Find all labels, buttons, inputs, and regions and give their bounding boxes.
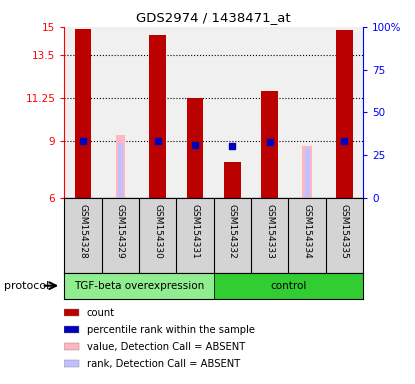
Text: GSM154333: GSM154333 xyxy=(265,204,274,259)
Bar xyxy=(116,135,125,198)
Bar xyxy=(305,148,310,198)
Bar xyxy=(64,360,79,367)
Text: TGF-beta overexpression: TGF-beta overexpression xyxy=(74,281,204,291)
Bar xyxy=(118,143,123,198)
Bar xyxy=(336,30,353,198)
Text: GSM154335: GSM154335 xyxy=(340,204,349,259)
Bar xyxy=(149,35,166,198)
Bar xyxy=(64,309,79,316)
Bar xyxy=(75,29,91,198)
Bar xyxy=(64,326,79,333)
Bar xyxy=(303,146,312,198)
Text: control: control xyxy=(270,281,307,291)
Text: GSM154330: GSM154330 xyxy=(153,204,162,259)
Text: protocol: protocol xyxy=(4,281,49,291)
Bar xyxy=(64,343,79,350)
Text: count: count xyxy=(87,308,115,318)
Text: GSM154329: GSM154329 xyxy=(116,204,125,258)
Text: percentile rank within the sample: percentile rank within the sample xyxy=(87,325,255,335)
Bar xyxy=(214,273,363,299)
Text: GSM154332: GSM154332 xyxy=(228,204,237,258)
Bar xyxy=(187,98,203,198)
Text: GSM154328: GSM154328 xyxy=(78,204,88,258)
Text: GSM154331: GSM154331 xyxy=(190,204,200,259)
Text: value, Detection Call = ABSENT: value, Detection Call = ABSENT xyxy=(87,342,245,352)
Bar xyxy=(224,162,241,198)
Text: GSM154334: GSM154334 xyxy=(303,204,312,258)
Bar xyxy=(261,91,278,198)
Bar xyxy=(64,273,214,299)
Text: rank, Detection Call = ABSENT: rank, Detection Call = ABSENT xyxy=(87,359,240,369)
Title: GDS2974 / 1438471_at: GDS2974 / 1438471_at xyxy=(137,11,291,24)
